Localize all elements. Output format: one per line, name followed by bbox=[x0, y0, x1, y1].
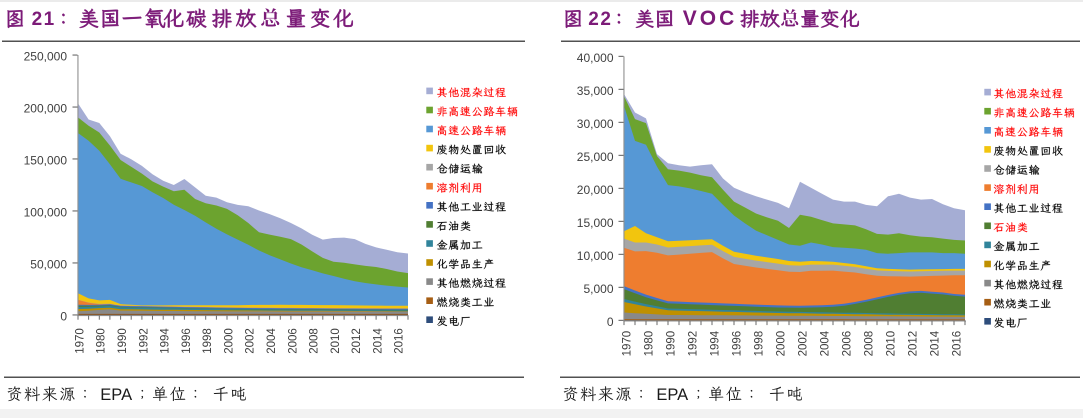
svg-text:1970: 1970 bbox=[74, 328, 86, 354]
svg-text:1980: 1980 bbox=[643, 331, 655, 357]
svg-text:VOC: VOC bbox=[683, 7, 738, 30]
svg-text:EPA: EPA bbox=[100, 386, 132, 404]
svg-text:2002: 2002 bbox=[245, 328, 257, 354]
svg-text:1998: 1998 bbox=[202, 328, 214, 354]
svg-text:30,000: 30,000 bbox=[577, 117, 614, 131]
svg-text:10,000: 10,000 bbox=[577, 249, 614, 263]
svg-text:2014: 2014 bbox=[373, 328, 385, 354]
svg-text:1994: 1994 bbox=[160, 328, 172, 354]
svg-text:150,000: 150,000 bbox=[24, 153, 68, 167]
svg-text:100,000: 100,000 bbox=[24, 205, 68, 219]
svg-text:0: 0 bbox=[60, 309, 67, 323]
svg-text:1998: 1998 bbox=[753, 331, 765, 357]
svg-text:22: 22 bbox=[588, 9, 612, 30]
svg-text:21: 21 bbox=[32, 9, 56, 30]
svg-text:0: 0 bbox=[607, 315, 614, 329]
svg-text:20,000: 20,000 bbox=[577, 183, 614, 197]
svg-text:1994: 1994 bbox=[709, 330, 721, 356]
svg-text:1996: 1996 bbox=[181, 328, 193, 354]
svg-text:25,000: 25,000 bbox=[577, 150, 614, 164]
svg-text:1992: 1992 bbox=[138, 328, 150, 354]
svg-text:40,000: 40,000 bbox=[577, 51, 614, 65]
svg-text:1996: 1996 bbox=[731, 331, 743, 357]
svg-text:250,000: 250,000 bbox=[24, 49, 68, 63]
svg-text:1990: 1990 bbox=[117, 328, 129, 354]
svg-text:2010: 2010 bbox=[885, 331, 897, 357]
svg-text:2016: 2016 bbox=[394, 328, 406, 354]
svg-text:1980: 1980 bbox=[96, 328, 108, 354]
svg-text:2008: 2008 bbox=[863, 331, 875, 357]
svg-text:2002: 2002 bbox=[797, 331, 809, 357]
svg-text:15,000: 15,000 bbox=[577, 216, 614, 230]
svg-text:1992: 1992 bbox=[687, 331, 699, 357]
svg-text:2008: 2008 bbox=[309, 328, 321, 354]
svg-text:EPA: EPA bbox=[656, 386, 688, 404]
svg-text:2004: 2004 bbox=[266, 328, 278, 354]
svg-text:50,000: 50,000 bbox=[30, 257, 67, 271]
svg-text:1990: 1990 bbox=[665, 331, 677, 357]
svg-text:35,000: 35,000 bbox=[577, 84, 614, 98]
svg-text:2000: 2000 bbox=[223, 328, 235, 354]
svg-text:1970: 1970 bbox=[621, 331, 633, 357]
svg-text:2006: 2006 bbox=[287, 328, 299, 354]
svg-text:2012: 2012 bbox=[907, 331, 919, 357]
svg-text:2010: 2010 bbox=[330, 328, 342, 354]
svg-text:2016: 2016 bbox=[951, 331, 963, 357]
svg-text:2014: 2014 bbox=[929, 330, 941, 356]
svg-text:2006: 2006 bbox=[841, 331, 853, 357]
svg-text:5,000: 5,000 bbox=[583, 282, 613, 296]
svg-text:2012: 2012 bbox=[351, 328, 363, 354]
svg-text:2004: 2004 bbox=[819, 330, 831, 356]
svg-text:2000: 2000 bbox=[775, 331, 787, 357]
svg-text:200,000: 200,000 bbox=[24, 101, 68, 115]
